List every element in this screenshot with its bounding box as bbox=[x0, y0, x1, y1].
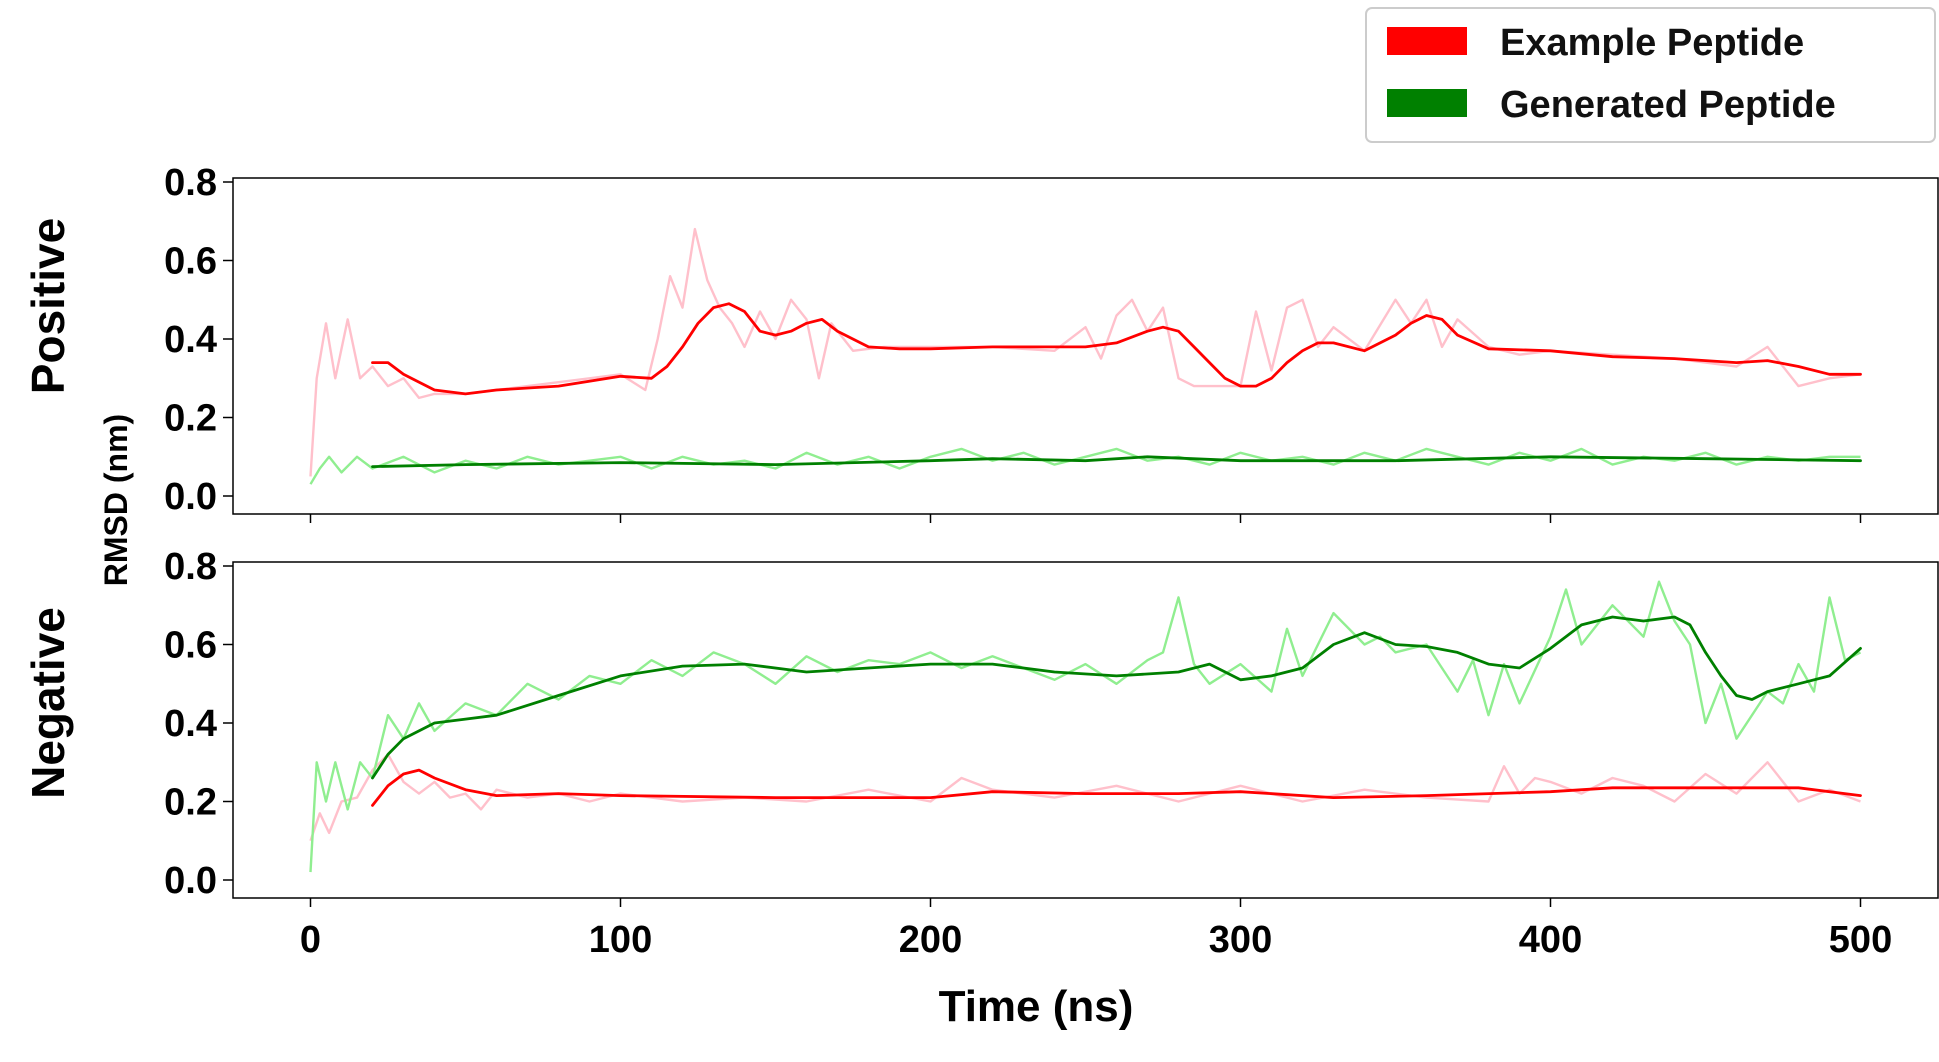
y-axis-label: RMSD (nm) bbox=[98, 414, 134, 586]
series-generated-smooth-positive bbox=[371, 455, 1862, 469]
x-tick-labels: 0 100 200 300 400 500 bbox=[300, 919, 1892, 961]
series-example-raw-positive bbox=[309, 227, 1861, 477]
y-tick-label: 0.6 bbox=[164, 625, 217, 667]
plot-area-positive bbox=[309, 227, 1862, 485]
series-generated-raw-negative bbox=[309, 580, 1862, 873]
x-axis-label: Time (ns) bbox=[939, 982, 1134, 1031]
plot-area-negative bbox=[309, 580, 1862, 873]
legend-swatch-example bbox=[1387, 27, 1467, 55]
axes-frame-positive bbox=[232, 177, 1939, 515]
y-ticks-positive: 0.0 0.2 0.4 0.6 0.8 bbox=[164, 162, 233, 518]
series-example-smooth-positive bbox=[371, 302, 1862, 396]
axes-frame-negative bbox=[232, 561, 1939, 899]
y-tick-label: 0.4 bbox=[164, 703, 217, 745]
y-tick-label: 0.2 bbox=[164, 398, 217, 440]
x-ticks-positive bbox=[309, 514, 1862, 523]
y-tick-label: 0.8 bbox=[164, 546, 217, 588]
row-label-negative: Negative bbox=[22, 607, 74, 799]
series-generated-raw-positive bbox=[309, 447, 1861, 485]
y-tick-label: 0.4 bbox=[164, 319, 217, 361]
x-tick-label: 500 bbox=[1829, 919, 1892, 961]
series-example-smooth-negative bbox=[371, 768, 1862, 807]
x-tick-label: 300 bbox=[1209, 919, 1272, 961]
panel-negative: 0.0 0.2 0.4 0.6 0.8 0 100 200 300 400 500 bbox=[164, 546, 1939, 961]
legend-label-generated: Generated Peptide bbox=[1500, 84, 1836, 126]
y-tick-label: 0.2 bbox=[164, 782, 217, 824]
y-ticks-negative: 0.0 0.2 0.4 0.6 0.8 bbox=[164, 546, 233, 902]
y-tick-label: 0.8 bbox=[164, 162, 217, 204]
x-tick-label: 200 bbox=[899, 919, 962, 961]
x-tick-label: 100 bbox=[589, 919, 652, 961]
y-tick-label: 0.0 bbox=[164, 860, 217, 902]
x-ticks-negative bbox=[309, 898, 1862, 907]
legend-label-example: Example Peptide bbox=[1500, 22, 1804, 64]
row-label-positive: Positive bbox=[22, 218, 74, 394]
y-tick-label: 0.0 bbox=[164, 476, 217, 518]
legend: Example Peptide Generated Peptide bbox=[1365, 7, 1936, 143]
legend-swatch-generated bbox=[1387, 89, 1467, 117]
series-example-raw-negative bbox=[309, 753, 1861, 842]
panel-positive: 0.0 0.2 0.4 0.6 0.8 bbox=[164, 162, 1939, 523]
legend-frame bbox=[1365, 7, 1936, 143]
x-tick-label: 0 bbox=[300, 919, 321, 961]
x-tick-label: 400 bbox=[1519, 919, 1582, 961]
y-tick-label: 0.6 bbox=[164, 241, 217, 283]
series-generated-smooth-negative bbox=[371, 615, 1862, 780]
